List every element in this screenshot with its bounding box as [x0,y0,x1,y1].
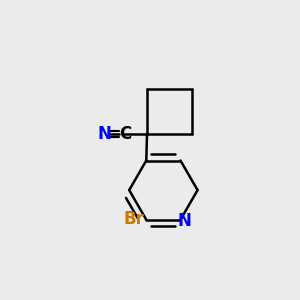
Text: C: C [119,125,131,143]
Text: N: N [177,212,191,230]
Text: Br: Br [123,210,144,228]
Text: N: N [98,125,112,143]
